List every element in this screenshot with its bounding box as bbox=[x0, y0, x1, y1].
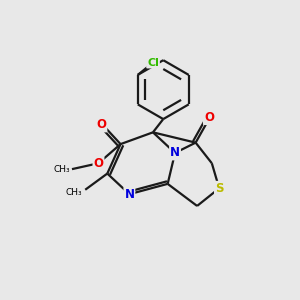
Text: O: O bbox=[204, 111, 214, 124]
Text: N: N bbox=[170, 146, 180, 159]
Text: N: N bbox=[124, 188, 134, 201]
Text: CH₃: CH₃ bbox=[54, 165, 70, 174]
Text: Cl: Cl bbox=[147, 58, 159, 68]
Text: O: O bbox=[94, 157, 103, 170]
Text: S: S bbox=[215, 182, 224, 195]
Text: O: O bbox=[96, 118, 106, 131]
Text: CH₃: CH₃ bbox=[65, 188, 82, 197]
